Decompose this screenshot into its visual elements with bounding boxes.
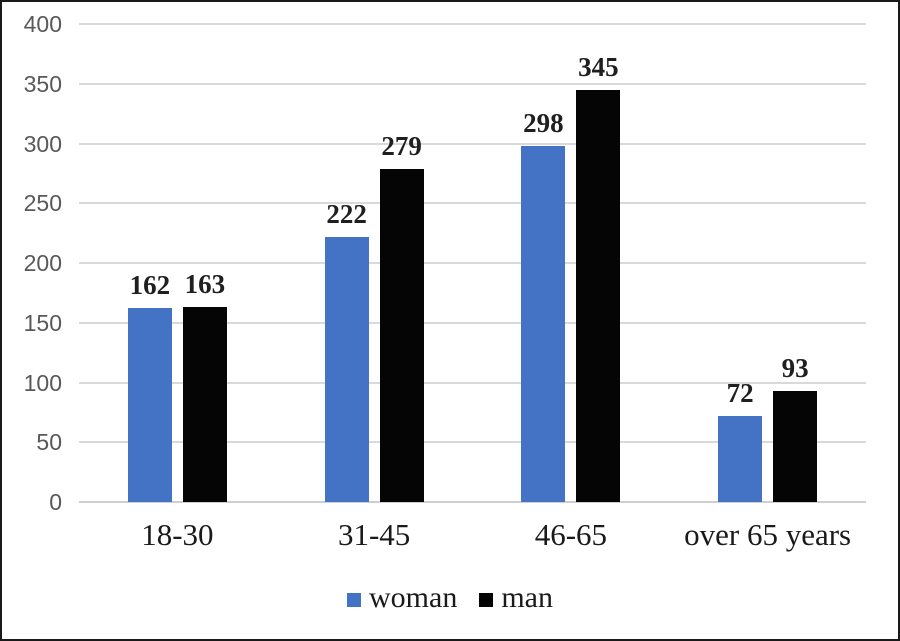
- legend-swatch-woman-icon: [347, 592, 361, 607]
- data-label-man-18-30: 163: [184, 269, 226, 300]
- gridline-150: [79, 321, 866, 324]
- legend-label-man: man: [501, 581, 553, 614]
- data-label-woman-18-30: 162: [129, 270, 171, 301]
- bar-wrap-woman-31-45: 222: [324, 198, 369, 502]
- bar-group-over-65-years: 72 93: [669, 24, 866, 502]
- bar-wrap-man-31-45: 279: [379, 130, 424, 502]
- legend-item-man: man: [479, 581, 553, 615]
- bar-wrap-man-over-65-years: 93: [773, 352, 818, 502]
- legend-label-woman: woman: [369, 581, 458, 614]
- category-label-over-65-years: over 65 years: [684, 517, 852, 552]
- gridline-400: [79, 23, 866, 25]
- y-tick-label-200: 200: [23, 250, 62, 276]
- bar-group-46-65: 298 345: [473, 24, 670, 502]
- category-label-31-45: 31-45: [337, 517, 411, 552]
- gridline-250: [79, 202, 866, 205]
- gridline-350: [79, 82, 866, 85]
- bar-wrap-man-46-65: 345: [576, 51, 621, 502]
- data-label-woman-over-65-years: 72: [726, 377, 754, 408]
- gridline-200: [79, 262, 866, 264]
- y-tick-label-0: 0: [49, 489, 62, 515]
- y-tick-label-50: 50: [36, 429, 62, 456]
- bar-wrap-woman-18-30: 162: [127, 270, 172, 502]
- bar-group-31-45: 222 279: [276, 24, 473, 502]
- bar-woman-over-65-years: [718, 415, 763, 502]
- bar-woman-46-65: [521, 145, 566, 502]
- legend-item-woman: woman: [347, 581, 457, 615]
- data-label-man-over-65-years: 93: [781, 352, 809, 383]
- y-tick-label-100: 100: [23, 369, 62, 396]
- gridline-100: [79, 381, 866, 384]
- legend: woman man: [2, 579, 898, 617]
- category-label-46-65: 46-65: [534, 517, 608, 552]
- bar-man-31-45: [379, 168, 424, 502]
- gridline-50: [79, 441, 866, 444]
- plot-area: 162 163 222 279 298 345 72 93: [79, 23, 866, 503]
- bar-man-46-65: [576, 89, 621, 502]
- x-axis-labels: 18-30 31-45 46-65 over 65 years: [79, 516, 866, 554]
- y-tick-label-300: 300: [23, 130, 62, 157]
- data-label-woman-46-65: 298: [523, 107, 564, 138]
- legend-swatch-man-icon: [479, 592, 494, 607]
- y-tick-label-250: 250: [23, 190, 62, 217]
- data-label-man-46-65: 345: [578, 51, 619, 82]
- data-label-woman-31-45: 222: [326, 198, 367, 229]
- data-label-man-31-45: 279: [381, 130, 422, 161]
- bar-group-18-30: 162 163: [79, 24, 276, 502]
- x-axis-line: [79, 501, 866, 503]
- bar-man-18-30: [182, 307, 227, 502]
- bar-woman-18-30: [127, 308, 172, 502]
- bar-wrap-woman-46-65: 298: [521, 107, 566, 502]
- bar-woman-31-45: [324, 236, 369, 502]
- category-label-18-30: 18-30: [141, 517, 214, 552]
- gridline-300: [79, 142, 866, 145]
- y-tick-label-150: 150: [23, 309, 62, 336]
- bar-wrap-man-18-30: 163: [182, 269, 227, 502]
- bar-man-over-65-years: [773, 390, 818, 502]
- bar-wrap-woman-over-65-years: 72: [718, 377, 763, 502]
- y-tick-label-400: 400: [23, 11, 62, 37]
- bar-groups: 162 163 222 279 298 345 72 93: [79, 24, 866, 502]
- y-tick-label-350: 350: [23, 70, 62, 97]
